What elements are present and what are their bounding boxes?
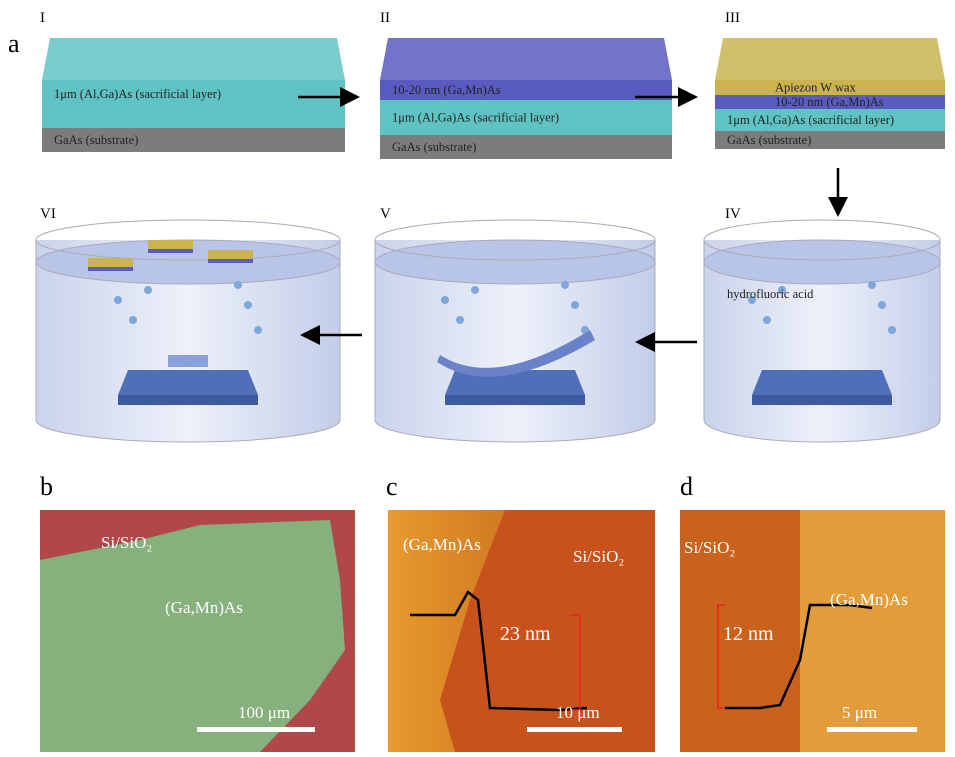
wafer [118, 370, 258, 395]
bubble [234, 281, 242, 289]
label: Si/SiO₂ [684, 538, 735, 557]
step-numeral: III [725, 10, 740, 26]
slab-top [42, 38, 345, 80]
scale-label: 10 μm [556, 703, 600, 722]
bubble [144, 286, 152, 294]
wafer-side [445, 395, 585, 405]
scale-label: 5 μm [842, 703, 877, 722]
height-label: 23 nm [500, 623, 551, 645]
layer-label: 1μm (Al,Ga)As (sacrificial layer) [727, 113, 894, 127]
wafer [752, 370, 892, 395]
label: Si/SiO₂ [573, 547, 624, 566]
layer-label: GaAs (substrate) [54, 133, 138, 147]
wafer-side [118, 395, 258, 405]
bubble [129, 316, 137, 324]
wafer-side [752, 395, 892, 405]
bubble [114, 296, 122, 304]
bubble [244, 301, 252, 309]
process-steps: I 1μm (Al,Ga)As (sacrificial layer) GaAs (… [36, 10, 945, 442]
flake [148, 240, 193, 249]
height-label: 12 nm [723, 623, 774, 645]
bubble [763, 316, 771, 324]
bubble [471, 286, 479, 294]
flake-side [208, 259, 253, 263]
bubble [888, 326, 896, 334]
panel-label: d [680, 472, 693, 501]
layer-label: GaAs (substrate) [727, 133, 811, 147]
bubble [441, 296, 449, 304]
scale-label: 100 μm [238, 703, 290, 722]
label: Si/SiO₂ [101, 533, 152, 552]
flake-side [148, 249, 193, 253]
label: (Ga,Mn)As [830, 590, 908, 609]
flake-side [88, 267, 133, 271]
afm-c: c (Ga,Mn)As Si/SiO₂ 23 nm 10 μm [386, 472, 655, 752]
water [704, 240, 940, 284]
figure: a I 1μm (Al,Ga)As (sacrificial layer) GaAs… [0, 0, 955, 752]
slab-top [380, 38, 672, 80]
bubble [456, 316, 464, 324]
label: (Ga,Mn)As [165, 598, 243, 617]
layer-label: 1μm (Al,Ga)As (sacrificial layer) [54, 87, 221, 101]
layer-label: 1μm (Al,Ga)As (sacrificial layer) [392, 111, 559, 125]
step-numeral: I [40, 10, 45, 26]
label: (Ga,Mn)As [403, 535, 481, 554]
flake [88, 258, 133, 267]
step-numeral: IV [725, 206, 741, 222]
layer-label: 10-20 nm (Ga,Mn)As [775, 95, 884, 109]
micrograph-b: b Si/SiO₂ (Ga,Mn)As 100 μm [40, 472, 355, 752]
layer-label: 10-20 nm (Ga,Mn)As [392, 83, 501, 97]
bubble [254, 326, 262, 334]
layer-label: Apiezon W wax [775, 81, 857, 95]
step-numeral: V [380, 206, 391, 222]
panel-label: b [40, 472, 53, 501]
afm-d: d Si/SiO₂ (Ga,Mn)As 12 nm 5 μm [680, 472, 945, 752]
bubble [878, 301, 886, 309]
water [375, 240, 655, 284]
step-numeral: VI [40, 206, 56, 222]
flake [208, 250, 253, 259]
bubble [868, 281, 876, 289]
panel-label: c [386, 472, 398, 501]
step-numeral: II [380, 10, 390, 26]
panel-label: a [8, 29, 20, 58]
layer-label: GaAs (substrate) [392, 140, 476, 154]
bubble [561, 281, 569, 289]
bubble [571, 301, 579, 309]
solution-label: hydrofluoric acid [727, 287, 814, 301]
slab-top [715, 38, 945, 80]
wax [168, 355, 208, 367]
